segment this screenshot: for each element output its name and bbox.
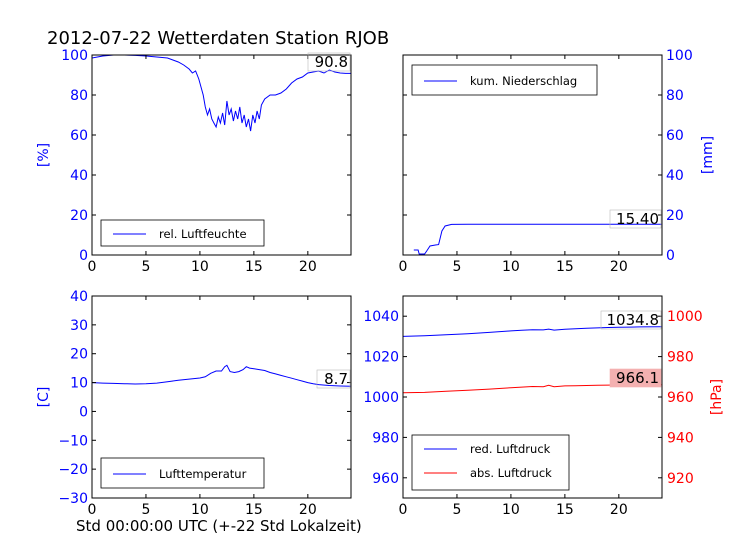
annotation-box [609,368,662,388]
panel-pressure: 0 5 10 15 20 960 980 1000 1020 1040 920 940 960 980 10… [363,295,725,518]
y-tick-label: 40 [70,289,88,305]
last-value-annotation: 966.1 [609,368,662,388]
annotation-box [307,52,351,72]
series-line-rel-luftfeuchte [92,55,351,132]
y-tick-label: −20 [58,462,88,478]
y-tick-label: 100 [61,48,88,64]
legend: Lufttemperatur [100,457,265,489]
y-right-tick-label: 1000 [667,309,703,325]
y-tick-label: 1040 [363,309,399,325]
y-tick-label: 1000 [363,390,399,406]
x-tick-label: 15 [556,502,574,518]
x-tick-label: 5 [141,259,150,275]
plot-frame [402,54,663,256]
annotation-text: 90.8 [315,53,348,71]
y-axis-label: [C] [36,387,52,408]
y-right-tick-label: 940 [667,430,694,446]
plot-frame [91,295,352,499]
y-tick-label: −30 [58,491,88,507]
last-value-annotation: 15.40 [609,209,662,229]
legend: kum. Niederschlag [411,64,598,96]
y-tick-label: 80 [666,88,684,104]
annotation-text: 15.40 [616,210,659,228]
annotation-box [609,209,662,229]
annotation-box [316,369,351,389]
y-axis-label: [mm] [700,136,716,174]
y-tick-label: 0 [79,248,88,264]
x-tick-label: 5 [141,502,150,518]
x-tick-label: 0 [88,502,97,518]
legend: red. Luftdruck abs. Luftdruck [411,434,570,491]
series-line-lufttemperatur [92,364,351,387]
x-tick-label: 0 [399,259,408,275]
legend-box [411,64,598,96]
annotation-text: 8.7 [324,370,348,388]
x-tick-label: 15 [245,502,263,518]
y-tick-label: 80 [70,88,88,104]
y-tick-label: 10 [70,376,88,392]
x-tick-label: 10 [502,259,520,275]
legend-box [100,219,265,247]
y-tick-label: 20 [70,347,88,363]
x-tick-label: 10 [191,502,209,518]
y-tick-label: 980 [372,430,399,446]
series-line-abs-luftdruck [403,384,662,394]
y-tick-label: 1020 [363,350,399,366]
y-tick-label: 40 [666,168,684,184]
annotation-text: 1034.8 [607,311,660,329]
series-line-kum-niederschlag [413,223,662,255]
legend-label: Lufttemperatur [159,467,247,481]
x-tick-label: 15 [245,259,263,275]
x-tick-label: 10 [502,502,520,518]
annotation-box [600,310,662,330]
x-tick-label: 10 [191,259,209,275]
legend-label: red. Luftdruck [470,442,551,456]
y-tick-label: 960 [372,471,399,487]
legend-label: kum. Niederschlag [470,74,577,88]
y-tick-label: 100 [666,48,693,64]
annotation-text: 966.1 [616,369,659,387]
plot-frame [91,54,352,256]
figure-title: 2012-07-22 Wetterdaten Station RJOB [47,28,389,49]
y-tick-label: 60 [70,128,88,144]
legend-box [411,434,570,491]
panel-humidity: 0 5 10 15 20 0 20 40 60 80 100 [%] rel. Luftfeuchte 9… [36,48,352,275]
y-axis-label: [hPa] [709,379,725,415]
y-tick-label: 20 [70,208,88,224]
y-tick-label: 30 [70,318,88,334]
x-tick-label: 5 [452,259,461,275]
x-tick-label: 20 [610,502,628,518]
panel-temperature: 0 5 10 15 20 −30 −20 −10 0 10 20 30 40 [C] Lufttempera… [36,289,352,518]
x-tick-label: 5 [452,502,461,518]
legend-label: abs. Luftdruck [470,466,552,480]
x-tick-label: 20 [299,502,317,518]
last-value-annotation: 90.8 [307,52,351,72]
x-axis-caption: Std 00:00:00 UTC (+-22 Std Lokalzeit) [76,517,362,535]
x-tick-label: 20 [610,259,628,275]
last-value-annotation: 8.7 [316,369,351,389]
last-value-annotation: 1034.8 [600,310,662,330]
y-tick-label: −10 [58,433,88,449]
y-tick-label: 0 [79,404,88,420]
y-right-tick-label: 980 [667,350,694,366]
legend-label: rel. Luftfeuchte [159,227,247,241]
y-right-tick-label: 920 [667,471,694,487]
x-tick-label: 0 [399,502,408,518]
legend-box [100,457,265,489]
legend: rel. Luftfeuchte [100,219,265,247]
y-tick-label: 0 [666,248,675,264]
x-tick-label: 15 [556,259,574,275]
y-axis-label: [%] [36,143,52,167]
x-tick-label: 0 [88,259,97,275]
x-tick-label: 20 [299,259,317,275]
y-tick-label: 60 [666,128,684,144]
y-tick-label: 20 [666,208,684,224]
y-tick-label: 40 [70,168,88,184]
y-right-tick-label: 960 [667,390,694,406]
series-line-red-luftdruck [403,326,662,337]
panel-precipitation: 0 5 10 15 20 0 20 40 60 80 100 [mm] kum. Niederschla… [399,48,716,275]
